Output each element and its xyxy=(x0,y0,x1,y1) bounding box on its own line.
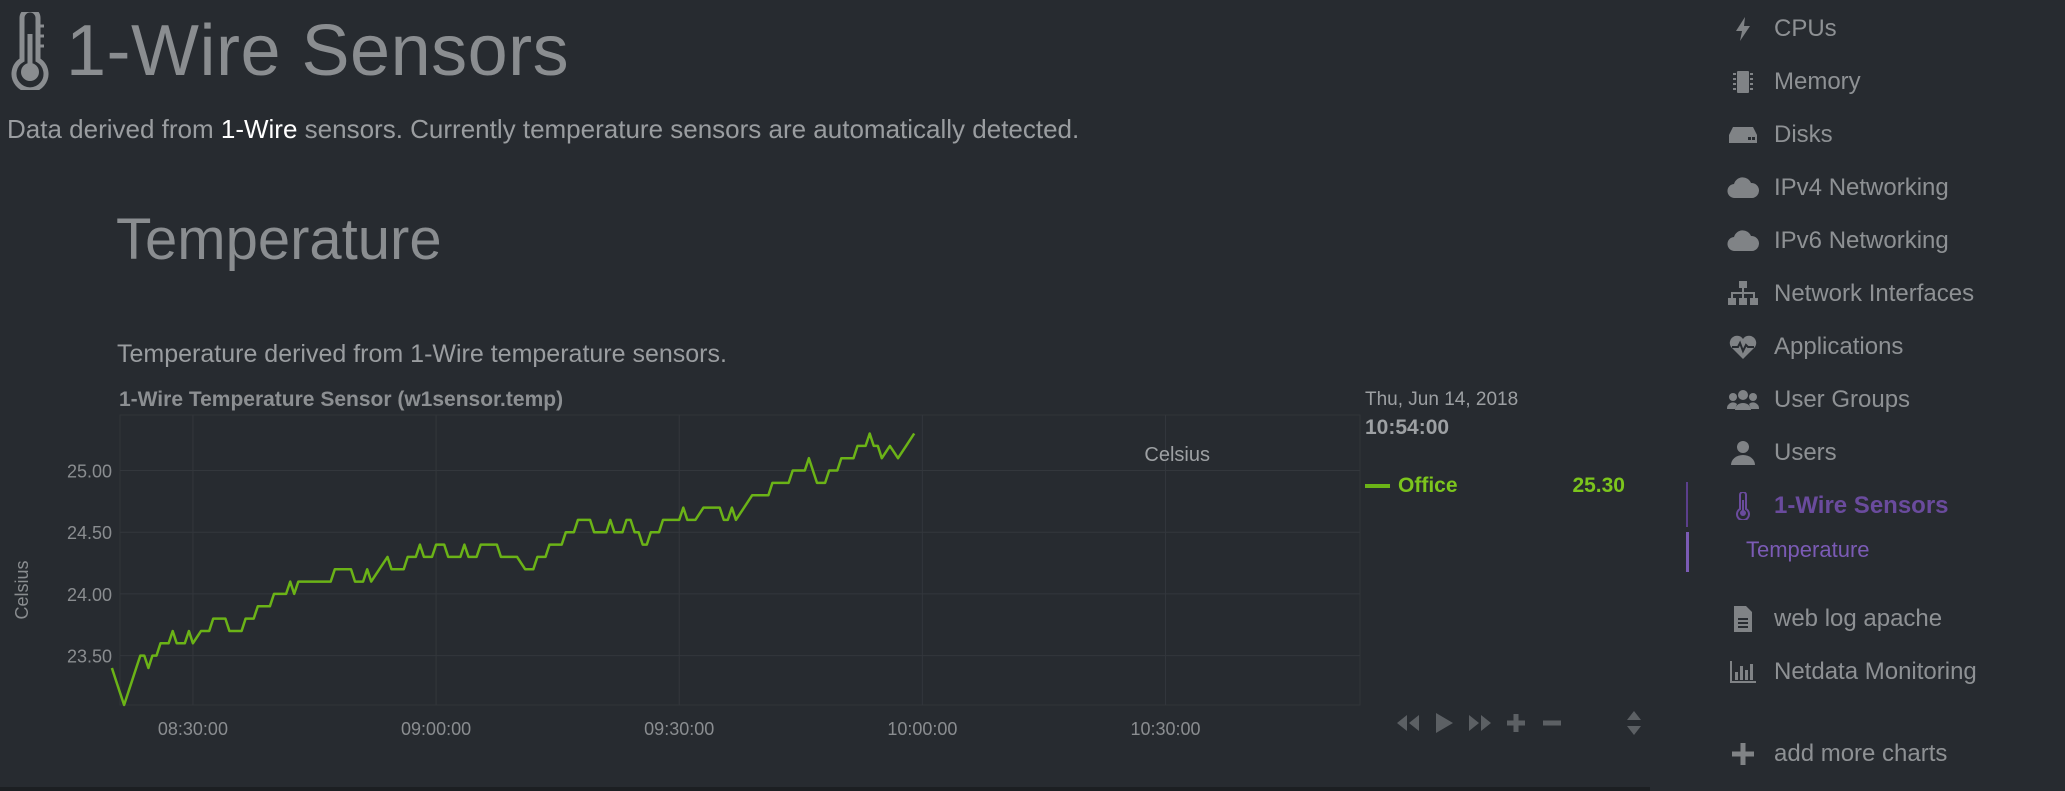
users-icon xyxy=(1726,385,1760,415)
sidebar-item-netdata-monitoring[interactable]: Netdata Monitoring xyxy=(1726,652,1977,692)
sidebar-item-label: IPv6 Networking xyxy=(1774,227,1949,254)
chart-toolbar xyxy=(1390,708,1652,738)
subsection-title: Temperature xyxy=(116,207,442,272)
series-line-office xyxy=(110,432,916,707)
fast-forward-icon xyxy=(1469,715,1491,731)
cloud-icon xyxy=(1726,226,1760,256)
main-content: 1-Wire Sensors Data derived from 1-Wire … xyxy=(0,6,1652,791)
sidebar-item-label: Netdata Monitoring xyxy=(1774,658,1977,685)
active-subsection-indicator xyxy=(1686,532,1689,572)
section-description-prefix: Data derived from xyxy=(7,114,221,144)
sidebar-item-users[interactable]: Users xyxy=(1726,433,1837,473)
user-icon xyxy=(1726,438,1760,468)
legend-dimension-row[interactable]: Office 25.30 xyxy=(1365,472,1625,500)
play-icon xyxy=(1436,713,1453,733)
sidebar-item-label: Disks xyxy=(1774,121,1833,148)
legend-dimension-name[interactable]: Office xyxy=(1398,474,1458,497)
active-section-indicator xyxy=(1686,482,1688,527)
rewind-button[interactable] xyxy=(1390,708,1426,738)
section-description: Data derived from 1-Wire sensors. Curren… xyxy=(7,114,1079,145)
sidebar-item-add-more-charts[interactable]: add more charts xyxy=(1726,734,1947,774)
heartbeat-icon xyxy=(1726,332,1760,362)
fast-forward-button[interactable] xyxy=(1462,708,1498,738)
sitemap-icon xyxy=(1726,279,1760,309)
sidebar-item-1-wire-sensors[interactable]: 1-Wire Sensors xyxy=(1726,486,1949,526)
cloud-icon xyxy=(1726,173,1760,203)
hard-drive-icon xyxy=(1726,120,1760,150)
sidebar-item-ipv6-networking[interactable]: IPv6 Networking xyxy=(1726,221,1949,261)
sidebar-item-label: Memory xyxy=(1774,68,1861,95)
sidebar-item-applications[interactable]: Applications xyxy=(1726,327,1903,367)
section-title: 1-Wire Sensors xyxy=(66,11,570,91)
subsection-description: Temperature derived from 1-Wire temperat… xyxy=(117,340,727,368)
x-tick-label: 09:00:00 xyxy=(401,719,471,739)
sidebar-item-label: 1-Wire Sensors xyxy=(1774,492,1949,519)
x-tick-label: 10:00:00 xyxy=(887,719,957,739)
sidebar-item-ipv4-networking[interactable]: IPv4 Networking xyxy=(1726,168,1949,208)
plus-icon xyxy=(1726,739,1760,769)
thermometer-icon xyxy=(11,12,49,90)
zoom-in-icon xyxy=(1507,714,1525,732)
x-tick-label: 08:30:00 xyxy=(158,719,228,739)
resize-icon xyxy=(1627,711,1641,735)
sidebar-item-label: CPUs xyxy=(1774,15,1837,42)
sidebar-item-label: Users xyxy=(1774,439,1837,466)
resize-handle[interactable] xyxy=(1616,708,1652,738)
sidebar-subitem-temperature[interactable]: Temperature xyxy=(1746,537,1870,562)
sidebar-nav: CPUs Memory Disks IPv4 Networking IPv6 N… xyxy=(1720,0,2065,791)
plot-area xyxy=(119,414,1361,706)
legend-units: Celsius xyxy=(1144,444,1210,466)
sidebar-item-label: Network Interfaces xyxy=(1774,280,1975,307)
thermometer-icon xyxy=(1726,491,1760,521)
sidebar-item-web-log-apache[interactable]: web log apache xyxy=(1726,599,1942,639)
rewind-icon xyxy=(1397,715,1419,731)
chart-title: 1-Wire Temperature Sensor (w1sensor.temp… xyxy=(119,388,564,411)
zoom-in-button[interactable] xyxy=(1498,708,1534,738)
temperature-chart[interactable]: 08:30:00 09:00:00 09:30:00 10:00:00 10:30:00… xyxy=(0,380,1370,740)
memory-chip-icon xyxy=(1726,67,1760,97)
zoom-out-button[interactable] xyxy=(1534,708,1570,738)
x-tick-label: 09:30:00 xyxy=(644,719,714,739)
zoom-out-icon xyxy=(1543,720,1561,726)
section-description-highlight: 1-Wire xyxy=(220,114,298,144)
sidebar-item-disks[interactable]: Disks xyxy=(1726,115,1833,155)
sidebar-item-network-interfaces[interactable]: Network Interfaces xyxy=(1726,274,1974,314)
y-tick-label: 24.00 xyxy=(67,585,112,605)
sidebar-item-label: Applications xyxy=(1774,333,1904,360)
file-icon xyxy=(1726,604,1760,634)
sidebar-item-label: add more charts xyxy=(1774,740,1948,767)
y-tick-label: 25.00 xyxy=(67,462,112,482)
section-description-suffix: sensors. Currently temperature sensors a… xyxy=(297,114,1080,144)
bar-chart-icon xyxy=(1726,657,1760,687)
play-button[interactable] xyxy=(1426,708,1462,738)
legend-date: Thu, Jun 14, 2018 xyxy=(1365,389,1519,410)
sidebar-item-user-groups[interactable]: User Groups xyxy=(1726,380,1910,420)
bolt-icon xyxy=(1726,14,1760,44)
bottom-divider xyxy=(0,787,1650,791)
section-heading: 1-Wire Sensors xyxy=(4,6,569,96)
y-axis-label: Celsius xyxy=(12,560,32,619)
sidebar-item-label: IPv4 Networking xyxy=(1774,174,1949,201)
x-tick-label: 10:30:00 xyxy=(1130,719,1200,739)
legend-dimension-value: 25.30 xyxy=(1572,474,1625,497)
legend-time: 10:54:00 xyxy=(1365,416,1450,439)
sidebar-item-label: User Groups xyxy=(1774,386,1911,413)
y-tick-label: 23.50 xyxy=(67,647,112,667)
sidebar-item-memory[interactable]: Memory xyxy=(1726,62,1861,102)
sidebar-item-cpus[interactable]: CPUs xyxy=(1726,9,1837,49)
y-tick-label: 24.50 xyxy=(67,523,112,543)
legend-swatch xyxy=(1365,484,1390,488)
sidebar-item-label: web log apache xyxy=(1774,605,1943,632)
